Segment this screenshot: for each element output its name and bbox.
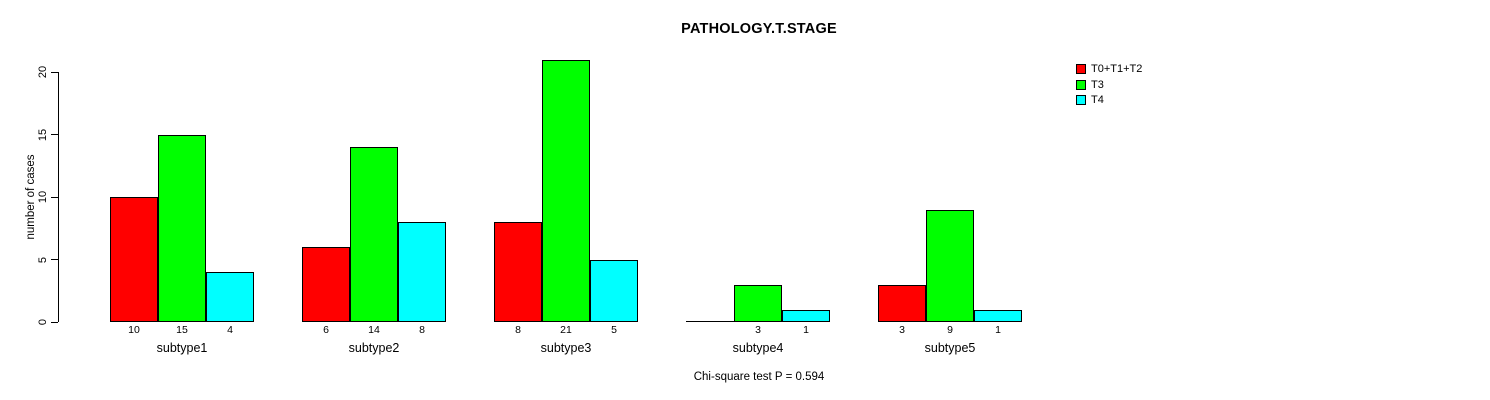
legend-swatch xyxy=(1076,79,1086,90)
bar-value-label: 3 xyxy=(899,324,905,336)
bar xyxy=(590,259,638,322)
bar xyxy=(110,197,158,322)
y-tick xyxy=(51,196,58,198)
bar xyxy=(398,222,446,322)
bar xyxy=(494,222,542,322)
bar-value-label: 14 xyxy=(368,324,380,336)
chart-title: PATHOLOGY.T.STAGE xyxy=(681,21,837,37)
bar-value-label: 6 xyxy=(323,324,329,336)
chi-square-note: Chi-square test P = 0.594 xyxy=(693,371,825,383)
y-tick xyxy=(51,71,58,73)
bar-value-label: 9 xyxy=(947,324,953,336)
legend-item: T4 xyxy=(1076,93,1142,109)
group-label: subtype1 xyxy=(156,341,208,355)
legend-item: T0+T1+T2 xyxy=(1076,61,1142,77)
legend-swatch xyxy=(1076,63,1086,74)
y-tick-label: 20 xyxy=(37,65,49,79)
group-label: subtype5 xyxy=(924,341,976,355)
bar xyxy=(542,59,590,322)
bar-value-label: 15 xyxy=(176,324,188,336)
y-tick xyxy=(51,134,58,135)
group-label: subtype4 xyxy=(732,341,784,355)
group-label: subtype2 xyxy=(348,341,400,355)
bar xyxy=(974,309,1022,322)
bar xyxy=(302,247,350,322)
bar xyxy=(878,284,926,322)
y-tick-label: 0 xyxy=(37,318,49,326)
y-tick xyxy=(51,321,58,323)
bar xyxy=(734,284,782,322)
y-tick xyxy=(51,259,58,260)
group-label: subtype3 xyxy=(540,341,592,355)
y-tick-label: 5 xyxy=(37,256,49,263)
bar-value-label: 4 xyxy=(227,324,233,336)
y-axis-label: number of cases xyxy=(25,154,37,240)
legend-label: T0+T1+T2 xyxy=(1091,62,1143,75)
y-axis xyxy=(58,72,59,322)
bar-value-label: 10 xyxy=(128,324,140,336)
bar xyxy=(206,272,254,322)
bar-zero xyxy=(686,321,734,322)
bar xyxy=(782,309,830,322)
bar xyxy=(350,147,398,322)
bar-value-label: 5 xyxy=(611,324,617,336)
legend-label: T4 xyxy=(1091,94,1104,107)
legend-item: T3 xyxy=(1076,77,1142,93)
legend: T0+T1+T2 T3 T4 xyxy=(1076,61,1142,108)
bar-value-label: 3 xyxy=(755,324,761,336)
legend-swatch xyxy=(1076,95,1086,106)
y-tick-label: 15 xyxy=(37,128,49,141)
bar-value-label: 1 xyxy=(803,324,809,336)
bar-value-label: 1 xyxy=(995,324,1001,336)
bar-value-label: 8 xyxy=(419,324,425,336)
bar-value-label: 8 xyxy=(515,324,521,336)
bar xyxy=(158,134,206,322)
bar xyxy=(926,209,974,322)
legend-label: T3 xyxy=(1091,78,1104,91)
bar-value-label: 21 xyxy=(560,324,572,336)
y-tick-label: 10 xyxy=(37,190,49,204)
